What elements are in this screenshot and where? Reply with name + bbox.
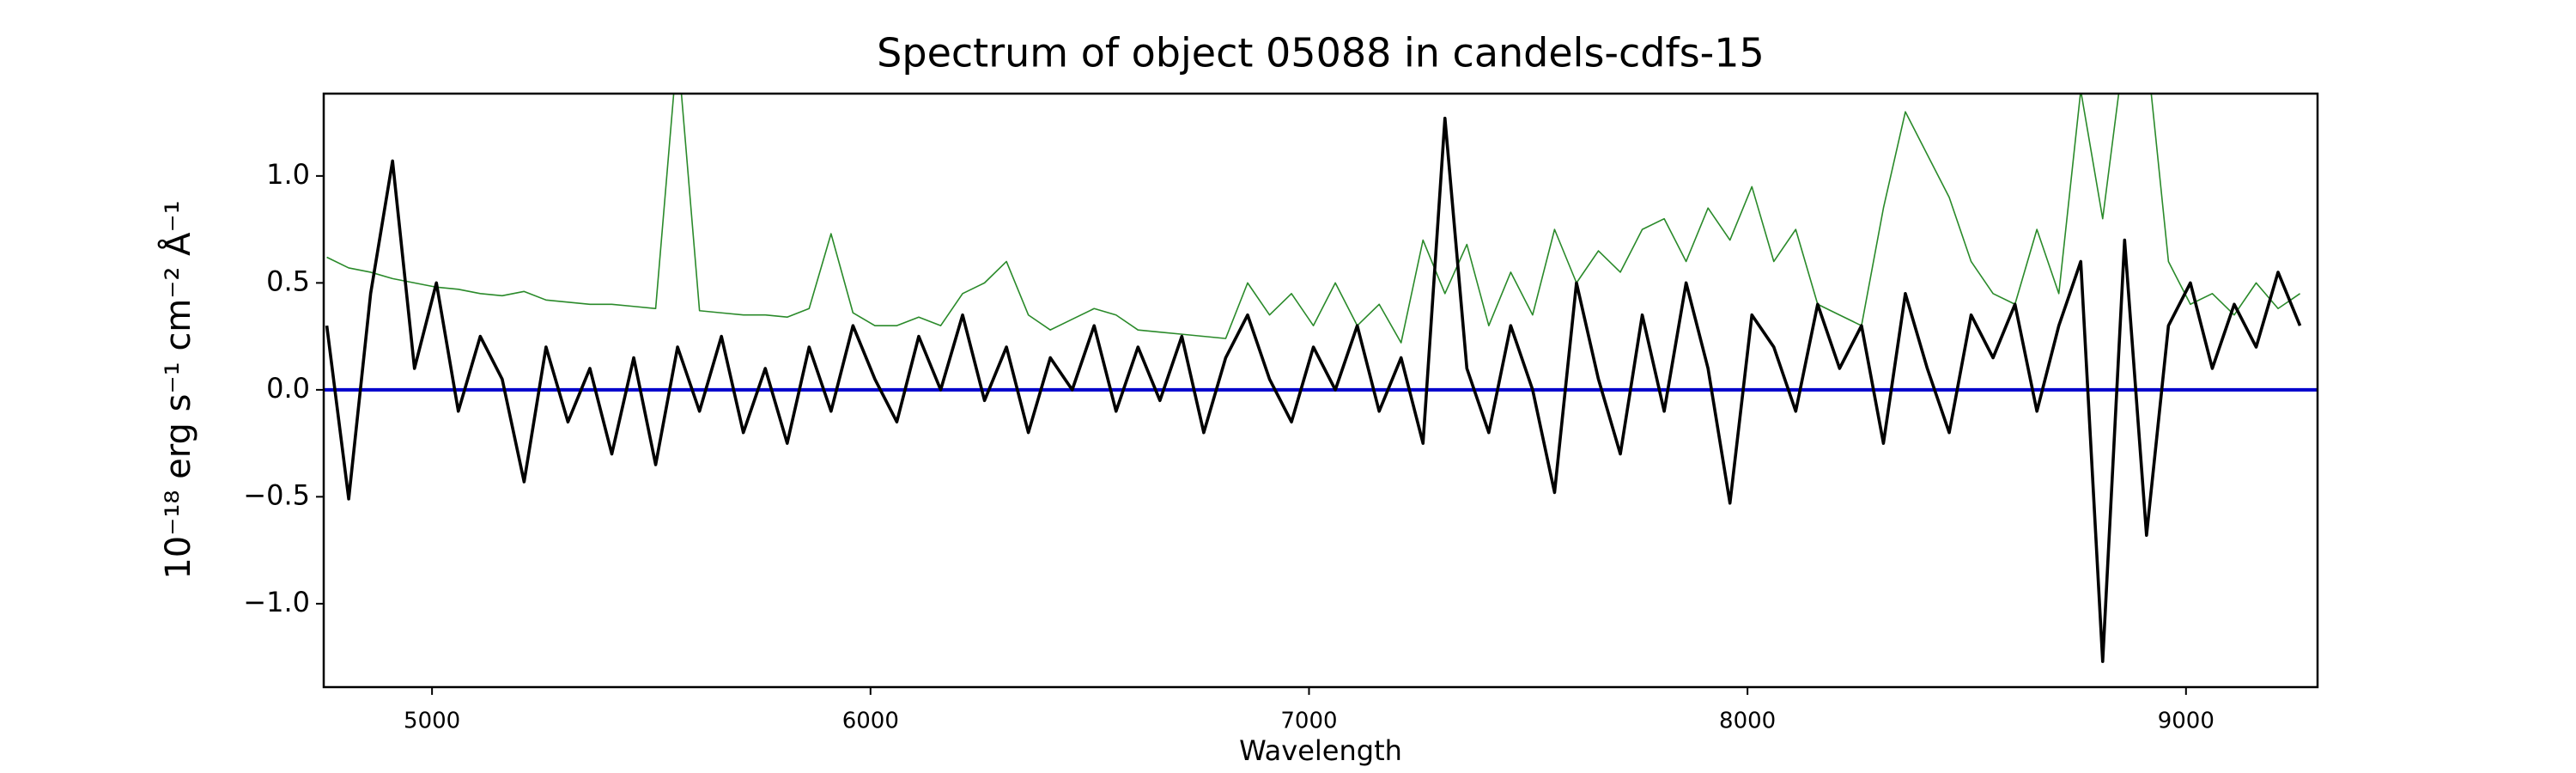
y-tick-label: −1.0 xyxy=(243,586,310,618)
y-tick-label: 1.0 xyxy=(266,158,310,191)
y-tick-label: 0.5 xyxy=(266,265,310,297)
x-tick-label: 5000 xyxy=(404,709,460,734)
x-axis-label: Wavelength xyxy=(1239,734,1402,767)
chart-title: Spectrum of object 05088 in candels-cdfs… xyxy=(877,30,1765,76)
x-tick-label: 8000 xyxy=(1719,709,1776,734)
plot-area xyxy=(324,94,2318,663)
y-tick-label: −0.5 xyxy=(243,478,310,511)
x-tick-label: 7000 xyxy=(1280,709,1337,734)
spectrum-line xyxy=(325,116,2302,663)
spectrum-line xyxy=(326,94,2301,344)
x-tick-label: 6000 xyxy=(842,709,899,734)
y-axis-label: 10⁻¹⁸ erg s⁻¹ cm⁻² Å⁻¹ xyxy=(157,200,198,579)
x-tick-label: 9000 xyxy=(2158,709,2215,734)
y-tick-label: 0.0 xyxy=(266,372,310,405)
